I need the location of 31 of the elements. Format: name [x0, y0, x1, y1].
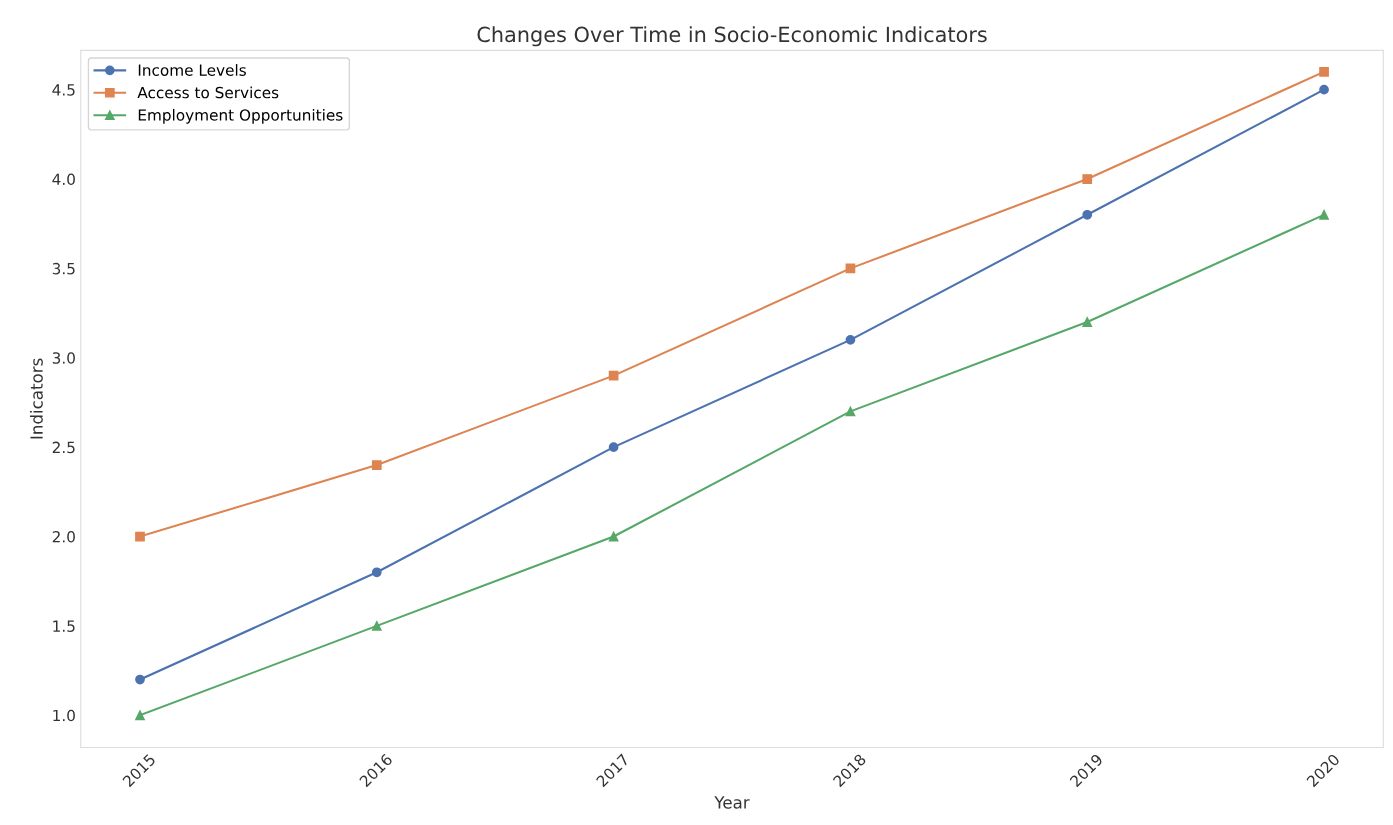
y-tick-label: 4.0 — [52, 173, 75, 186]
y-axis-title: Indicators — [29, 358, 43, 439]
point — [371, 567, 382, 578]
legend-label: Employment Opportunities — [138, 108, 343, 124]
point — [1319, 84, 1329, 95]
point — [1082, 317, 1093, 327]
y-tick-label: 1.5 — [53, 620, 75, 632]
legend-label: Access to Services — [137, 86, 279, 99]
point — [608, 370, 619, 381]
y-tick-label: 1.0 — [53, 709, 75, 722]
y-tick-label: 2.5 — [52, 441, 75, 454]
y-tick-label: 2.0 — [52, 530, 75, 543]
point — [845, 406, 856, 417]
legend-label: Income Levels — [138, 64, 246, 76]
point — [371, 460, 382, 470]
point — [608, 531, 619, 542]
y-tick-label: 3.5 — [52, 262, 75, 275]
point — [1319, 66, 1329, 77]
x-axis-title: Year — [714, 796, 750, 809]
chart-title: Changes Over Time in Socio-Economic Indicators — [477, 26, 987, 47]
point — [1319, 209, 1329, 220]
y-tick-label: 4.5 — [52, 84, 75, 96]
point — [845, 335, 856, 345]
point — [371, 621, 382, 631]
point — [135, 674, 145, 685]
point — [135, 710, 145, 721]
point — [1082, 209, 1093, 220]
point — [1082, 174, 1093, 184]
point — [608, 442, 619, 453]
point — [135, 531, 145, 542]
y-tick-label: 3.0 — [52, 352, 75, 364]
